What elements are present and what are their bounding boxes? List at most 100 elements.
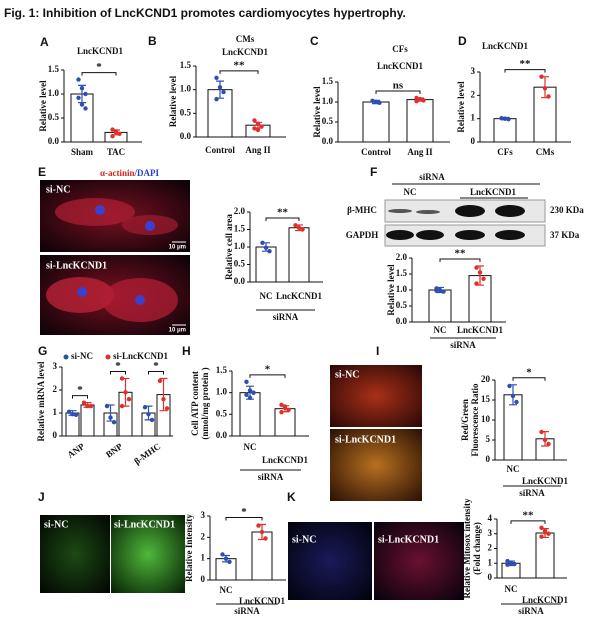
data-point	[161, 397, 166, 402]
data-point	[414, 99, 419, 104]
panel-letter: F	[370, 165, 377, 179]
y-tick-label: 3	[201, 510, 206, 520]
group-label: siRNA	[234, 606, 260, 616]
band	[495, 205, 525, 217]
data-point	[539, 429, 544, 435]
data-point	[510, 393, 516, 399]
panel-letter: D	[458, 34, 467, 48]
data-point	[260, 240, 265, 245]
data-point	[546, 441, 551, 447]
band	[495, 230, 525, 240]
data-point	[505, 562, 510, 567]
significance-label: *	[153, 360, 159, 372]
y-tick-label: 1.0	[216, 387, 228, 397]
stain-red: α-actinin	[100, 168, 135, 178]
y-tick-label: 0.5	[216, 408, 228, 418]
x-tick-label: ANP	[65, 441, 86, 460]
data-point	[119, 376, 125, 381]
micrograph	[288, 522, 372, 600]
band-size: 37 KDa	[550, 230, 580, 240]
significance-bracket	[225, 517, 263, 521]
image-label: si-NC	[44, 519, 68, 530]
x-tick-label: NC	[505, 584, 518, 594]
y-axis-label: Relative level	[38, 80, 48, 132]
y-tick-label: 1	[488, 557, 493, 567]
nucleus	[145, 221, 155, 231]
data-point	[244, 379, 249, 385]
x-tick-label: LncKCND1	[276, 291, 323, 301]
data-point	[263, 245, 269, 250]
bar	[255, 246, 277, 283]
y-tick-label: 0.5	[396, 300, 408, 310]
y-tick-label: 1.5	[48, 64, 60, 74]
scale-label: 10 μm	[169, 328, 186, 334]
data-point	[507, 383, 512, 389]
band-size: 230 KDa	[550, 205, 584, 215]
data-point	[247, 395, 253, 401]
data-point	[256, 523, 261, 528]
data-point	[417, 97, 423, 102]
data-point	[296, 225, 302, 230]
bar	[274, 408, 296, 437]
blot-group-label: siRNA	[419, 172, 445, 182]
bar	[535, 532, 555, 579]
data-point	[251, 390, 256, 395]
data-point	[512, 561, 517, 567]
y-tick-label: 0.5	[322, 116, 334, 126]
significance-bracket	[148, 371, 164, 375]
y-axis-label: Relative level	[456, 81, 466, 133]
significance-label: *	[77, 384, 83, 396]
y-tick-label: 0.0	[180, 131, 192, 141]
y-tick-label: 3	[471, 66, 476, 76]
chart-subtitle: LncKCND1	[222, 47, 269, 57]
band	[455, 230, 485, 240]
y-axis-label: Relative mRNA level	[36, 361, 46, 441]
data-point	[259, 124, 264, 129]
cell	[55, 198, 135, 226]
y-tick-label: 1.5	[396, 268, 408, 278]
lane-label: NC	[404, 187, 417, 197]
error-bar	[159, 377, 168, 412]
data-point	[214, 96, 219, 102]
bar	[362, 101, 390, 143]
data-point	[223, 556, 229, 561]
y-tick-label: 1.0	[180, 84, 192, 94]
y-tick-label: 1.0	[396, 284, 408, 294]
bar	[80, 404, 95, 437]
data-point	[247, 388, 253, 393]
data-point	[542, 437, 548, 443]
significance-bracket	[81, 72, 117, 76]
stain-label: α-actinin/DAPI	[100, 168, 160, 178]
scale-label: 10 μm	[169, 245, 186, 251]
chart-title: CFs	[392, 44, 408, 54]
band-label: β-MHC	[347, 205, 377, 215]
image-label: si-NC	[46, 184, 70, 195]
y-axis-label: Fluorescence Ratio	[470, 383, 480, 457]
y-tick-label: 1.5	[234, 224, 246, 234]
x-tick-label: NC	[220, 585, 233, 595]
chart-subtitle: LncKCND1	[377, 61, 424, 71]
data-point	[414, 95, 419, 101]
significance-label: *	[115, 360, 121, 372]
data-point	[79, 102, 85, 107]
y-tick-label: 2.0	[396, 252, 408, 262]
data-point	[542, 530, 548, 535]
image-label: si-LncKCND1	[378, 534, 439, 545]
data-point	[81, 400, 87, 405]
data-point	[70, 411, 75, 417]
data-point	[104, 403, 110, 409]
significance-label: **	[523, 509, 535, 521]
band	[416, 230, 444, 240]
data-point	[546, 531, 551, 536]
data-point	[146, 411, 151, 417]
band	[388, 209, 412, 213]
y-tick-label: 2	[488, 543, 493, 553]
y-tick-label: 1.0	[322, 96, 334, 106]
significance-label: **	[234, 59, 246, 71]
significance-bracket	[110, 371, 126, 375]
x-tick-label: Control	[205, 145, 235, 155]
panel-letter: K	[287, 490, 296, 504]
x-tick-label: NC	[260, 291, 273, 301]
data-point	[474, 281, 479, 286]
